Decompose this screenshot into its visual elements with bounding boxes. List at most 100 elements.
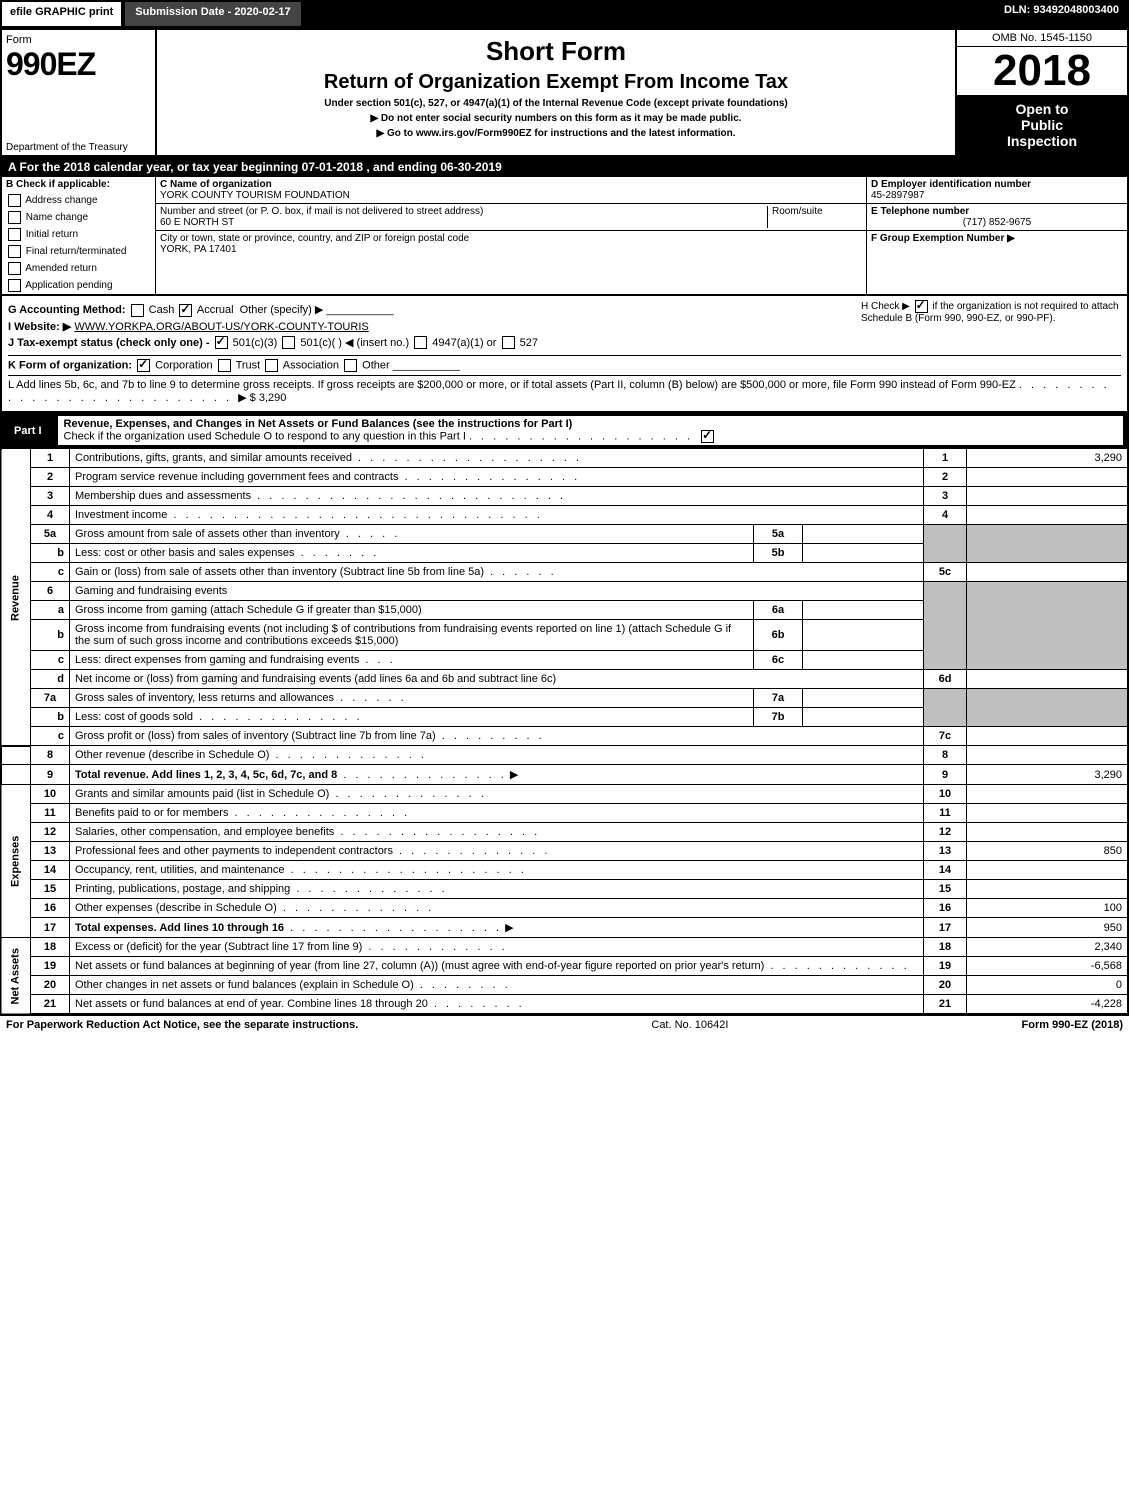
ln-6a: a — [31, 601, 70, 620]
d-19: Net assets or fund balances at beginning… — [75, 960, 764, 972]
ln-20: 20 — [31, 976, 70, 995]
sv-5a — [803, 525, 924, 544]
d-7b: Less: cost of goods sold — [75, 711, 193, 723]
city-label: City or town, state or province, country… — [160, 233, 862, 244]
c-3: 3 — [924, 487, 967, 506]
checkbox-501c[interactable] — [282, 336, 295, 349]
c-12: 12 — [924, 823, 967, 842]
d-13: Professional fees and other payments to … — [75, 845, 393, 857]
part1-table: Revenue 1 Contributions, gifts, grants, … — [0, 448, 1129, 1015]
sc-7b: 7b — [754, 708, 803, 727]
ln-6d: d — [31, 670, 70, 689]
submission-date-label: Submission Date - 2020-02-17 — [123, 0, 302, 28]
a-11 — [967, 804, 1129, 823]
checkbox-name-change[interactable] — [8, 211, 21, 224]
footer-left: For Paperwork Reduction Act Notice, see … — [6, 1019, 358, 1031]
side-expenses: Expenses — [1, 785, 31, 938]
shade-6 — [924, 582, 967, 670]
checkbox-assoc[interactable] — [265, 359, 278, 372]
a-20: 0 — [967, 976, 1129, 995]
shade-7 — [924, 689, 967, 727]
c-8: 8 — [924, 746, 967, 765]
d-7a: Gross sales of inventory, less returns a… — [75, 692, 334, 704]
header-left: Form 990EZ Department of the Treasury — [2, 30, 157, 155]
checkbox-address-change[interactable] — [8, 194, 21, 207]
efile-print-label[interactable]: efile GRAPHIC print — [0, 0, 123, 28]
checkbox-corp[interactable] — [137, 359, 150, 372]
c-11: 11 — [924, 804, 967, 823]
open-to: Open to — [961, 101, 1123, 117]
pending-label: Application pending — [25, 280, 112, 291]
d-12: Salaries, other compensation, and employ… — [75, 826, 334, 838]
f-group-label: F Group Exemption Number ▶ — [871, 233, 1123, 244]
a-16: 100 — [967, 899, 1129, 918]
checkbox-final-return[interactable] — [8, 245, 21, 258]
k-other: Other — [362, 360, 390, 372]
c-7c: 7c — [924, 727, 967, 746]
checkbox-501c3[interactable] — [215, 336, 228, 349]
c-name-label: C Name of organization — [160, 179, 862, 190]
checkbox-initial-return[interactable] — [8, 228, 21, 241]
c-2: 2 — [924, 468, 967, 487]
d-4: Investment income — [75, 509, 167, 521]
ln-3: 3 — [31, 487, 70, 506]
ln-6: 6 — [31, 582, 70, 601]
line-l: L Add lines 5b, 6c, and 7b to line 9 to … — [8, 375, 1121, 404]
part1-num: Part I — [6, 425, 50, 437]
d-1: Contributions, gifts, grants, and simila… — [75, 452, 352, 464]
d-18: Excess or (deficit) for the year (Subtra… — [75, 941, 362, 953]
checkbox-h[interactable] — [915, 300, 928, 313]
c-14: 14 — [924, 861, 967, 880]
sv-6c — [803, 651, 924, 670]
h-text1: H Check ▶ — [861, 301, 910, 312]
warn-goto[interactable]: ▶ Go to www.irs.gov/Form990EZ for instru… — [165, 128, 947, 139]
sc-6a: 6a — [754, 601, 803, 620]
a-1: 3,290 — [967, 449, 1129, 468]
c-16: 16 — [924, 899, 967, 918]
checkbox-pending[interactable] — [8, 279, 21, 292]
line-j: J Tax-exempt status (check only one) - 5… — [8, 336, 855, 350]
ln-17: 17 — [31, 918, 70, 938]
final-label: Final return/terminated — [26, 246, 127, 257]
checkbox-cash[interactable] — [131, 304, 144, 317]
name-change-label: Name change — [26, 212, 88, 223]
ln-1: 1 — [31, 449, 70, 468]
ln-5a: 5a — [31, 525, 70, 544]
i-label: I Website: ▶ — [8, 321, 71, 333]
addr-value: 60 E NORTH ST — [160, 217, 767, 228]
ln-8: 8 — [31, 746, 70, 765]
public: Public — [961, 117, 1123, 133]
a-2 — [967, 468, 1129, 487]
c-10: 10 — [924, 785, 967, 804]
c-6d: 6d — [924, 670, 967, 689]
ln-6b: b — [31, 620, 70, 651]
checkbox-accrual[interactable] — [179, 304, 192, 317]
ln-14: 14 — [31, 861, 70, 880]
d-21: Net assets or fund balances at end of ye… — [75, 998, 428, 1010]
checkbox-amended[interactable] — [8, 262, 21, 275]
line-g: G Accounting Method: Cash Accrual Other … — [8, 303, 855, 317]
checkbox-527[interactable] — [502, 336, 515, 349]
c-5c: 5c — [924, 563, 967, 582]
checkbox-part1-schedo[interactable] — [701, 430, 714, 443]
ln-18: 18 — [31, 938, 70, 957]
j-527: 527 — [520, 337, 538, 349]
checkbox-other-org[interactable] — [344, 359, 357, 372]
j-label: J Tax-exempt status (check only one) - — [8, 337, 210, 349]
sv-7b — [803, 708, 924, 727]
ln-4: 4 — [31, 506, 70, 525]
period-a-bar: A For the 2018 calendar year, or tax yea… — [0, 157, 1129, 177]
footer-mid: Cat. No. 10642I — [651, 1019, 728, 1031]
part1-header: Part I Revenue, Expenses, and Changes in… — [0, 413, 1129, 448]
ln-15: 15 — [31, 880, 70, 899]
a-17: 950 — [967, 918, 1129, 938]
checkbox-4947[interactable] — [414, 336, 427, 349]
checkbox-trust[interactable] — [218, 359, 231, 372]
d-6c: Less: direct expenses from gaming and fu… — [75, 654, 359, 666]
g-other: Other (specify) ▶ — [240, 304, 324, 316]
form-header: Form 990EZ Department of the Treasury Sh… — [0, 28, 1129, 157]
footer-right: Form 990-EZ (2018) — [1022, 1019, 1123, 1031]
l-text: L Add lines 5b, 6c, and 7b to line 9 to … — [8, 379, 1016, 391]
open-public-box: Open to Public Inspection — [957, 95, 1127, 155]
i-website[interactable]: WWW.YORKPA.ORG/ABOUT-US/YORK-COUNTY-TOUR… — [74, 321, 368, 333]
